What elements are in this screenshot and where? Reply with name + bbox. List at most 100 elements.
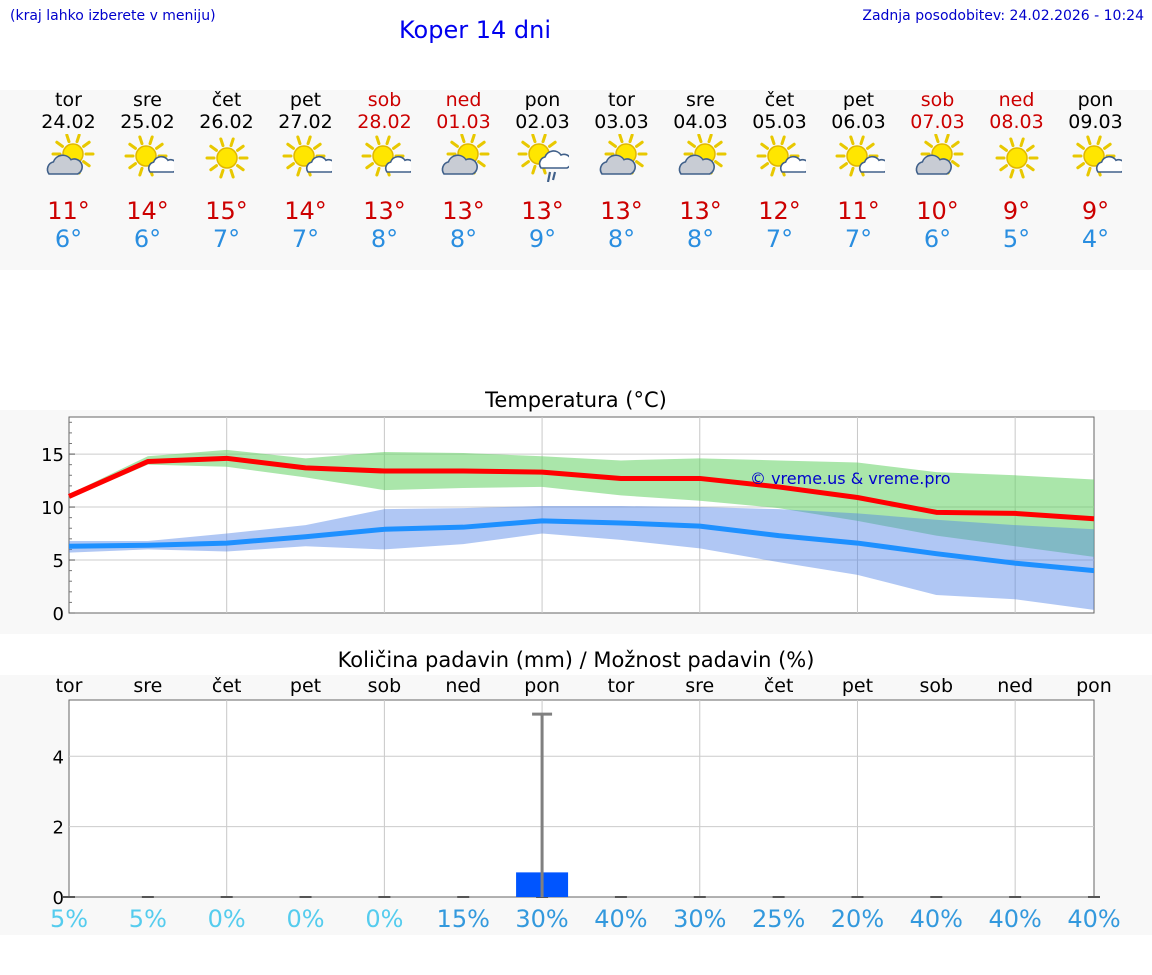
partly-cloudy-icon <box>599 134 648 175</box>
sunny-icon <box>205 137 249 179</box>
day-date: 06.03 <box>831 111 886 133</box>
plot-area <box>68 699 1095 898</box>
y-tick-label: 4 <box>53 747 64 768</box>
precip-probability: 40% <box>1067 905 1120 933</box>
partly-cloudy-icon <box>46 134 95 175</box>
max-temperature: 13° <box>363 197 406 225</box>
x-category-label: ned <box>997 675 1033 697</box>
y-tick-label: 2 <box>53 818 64 839</box>
x-category-label: tor <box>607 675 634 697</box>
partly-cloudy-icon <box>678 134 727 175</box>
day-date: 04.03 <box>673 111 728 133</box>
day-name: čet <box>764 89 795 111</box>
day-name: pon <box>1077 89 1114 111</box>
forecast-panel: tor 24.02 11° 6° sre 25.02 14° 6° čet 26.02 15° 7° p… <box>0 90 1152 270</box>
day-name: sob <box>367 89 402 111</box>
precip-probability: 5% <box>129 905 167 933</box>
day-name: čet <box>211 89 242 111</box>
x-category-label: pon <box>524 675 560 697</box>
location-hint: (kraj lahko izberete v meniju) <box>10 8 216 24</box>
max-temperature: 14° <box>284 197 327 225</box>
min-temperature: 5° <box>1002 225 1031 253</box>
min-temperature-range <box>69 505 1094 610</box>
day-name: sob <box>920 89 955 111</box>
sunny-icon <box>995 137 1039 179</box>
day-date: 07.03 <box>910 111 965 133</box>
day-date: 09.03 <box>1068 111 1123 133</box>
precip-probability: 0% <box>208 905 246 933</box>
min-temperature: 9° <box>528 225 557 253</box>
x-category-label: pon <box>1076 675 1112 697</box>
x-category-label: sre <box>133 675 162 697</box>
sun-cloud-icon <box>835 135 885 177</box>
day-date: 24.02 <box>41 111 96 133</box>
sun-rain-icon <box>517 134 569 182</box>
x-category-label: čet <box>212 675 242 697</box>
day-date: 27.02 <box>278 111 333 133</box>
x-category-label: sob <box>368 675 402 697</box>
y-tick-label: 15 <box>41 445 64 466</box>
max-temperature: 13° <box>521 197 564 225</box>
precip-chart-title: Količina padavin (mm) / Možnost padavin … <box>337 648 815 672</box>
y-tick-label: 5 <box>53 551 64 572</box>
sun-cloud-icon <box>282 135 332 177</box>
precip-probability: 40% <box>988 905 1041 933</box>
precip-probability: 40% <box>910 905 963 933</box>
min-temperature: 8° <box>607 225 636 253</box>
day-name: sre <box>133 89 162 111</box>
max-temperature: 11° <box>837 197 880 225</box>
day-name: sre <box>686 89 715 111</box>
max-temperature: 9° <box>1002 197 1031 225</box>
max-temperature: 13° <box>442 197 485 225</box>
sun-cloud-icon <box>361 135 411 177</box>
y-tick-label: 10 <box>41 498 64 519</box>
day-date: 05.03 <box>752 111 807 133</box>
x-category-label: pet <box>290 675 321 697</box>
day-date: 03.03 <box>594 111 649 133</box>
day-date: 08.03 <box>989 111 1044 133</box>
max-temperature-range <box>69 449 1094 557</box>
sun-cloud-icon <box>756 135 806 177</box>
min-temperature: 6° <box>133 225 162 253</box>
max-temperature: 11° <box>47 197 90 225</box>
temperature-chart: 0 5 10 15 © vreme.us & vreme.pro <box>41 416 1095 625</box>
min-temperature-line <box>68 518 1095 574</box>
day-name: pon <box>524 89 561 111</box>
day-name: ned <box>445 89 482 111</box>
temperature-chart-title: Temperatura (°C) <box>485 388 667 412</box>
min-temperature: 8° <box>686 225 715 253</box>
precip-probability: 25% <box>752 905 805 933</box>
watermark: © vreme.us & vreme.pro <box>750 469 951 488</box>
day-date: 28.02 <box>357 111 412 133</box>
day-name: pet <box>842 89 875 111</box>
min-temperature: 8° <box>370 225 399 253</box>
day-date: 25.02 <box>120 111 175 133</box>
x-category-label: sob <box>920 675 954 697</box>
day-name: ned <box>998 89 1035 111</box>
max-temperature-line <box>67 455 1095 522</box>
min-temperature: 7° <box>212 225 241 253</box>
day-date: 01.03 <box>436 111 491 133</box>
day-name: tor <box>608 89 635 111</box>
precip-probability: 5% <box>50 905 88 933</box>
min-temperature: 6° <box>923 225 952 253</box>
precip-chart: 0 2 4 tor sre čet pet sob ned pon tor sre čet pet sob n… <box>50 675 1121 933</box>
max-temperature: 14° <box>126 197 169 225</box>
min-temperature: 6° <box>54 225 83 253</box>
day-date: 02.03 <box>515 111 570 133</box>
page-title: Koper 14 dni <box>399 16 552 44</box>
max-temperature: 13° <box>600 197 643 225</box>
precip-probability: 15% <box>437 905 490 933</box>
max-temperature: 9° <box>1081 197 1110 225</box>
day-name: tor <box>55 89 82 111</box>
partly-cloudy-icon <box>915 134 964 175</box>
max-temperature: 15° <box>205 197 248 225</box>
sun-cloud-icon <box>124 135 174 177</box>
x-category-label: tor <box>56 675 83 697</box>
min-temperature: 7° <box>765 225 794 253</box>
precip-probability: 40% <box>594 905 647 933</box>
precip-probability: 30% <box>515 905 568 933</box>
y-tick-label: 0 <box>53 604 64 625</box>
x-category-label: sre <box>685 675 714 697</box>
max-temperature: 13° <box>679 197 722 225</box>
